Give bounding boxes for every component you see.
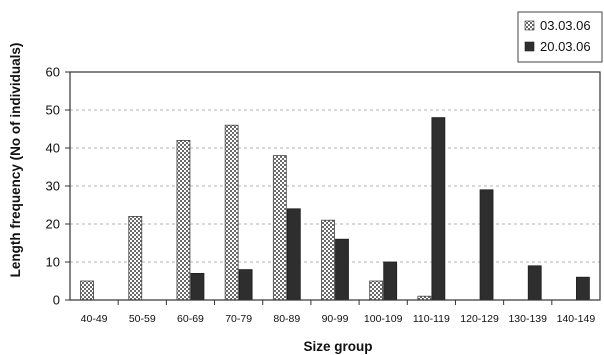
- legend-swatch-series-2: [524, 41, 535, 52]
- bar-series-2: [479, 189, 494, 301]
- x-tick-label: 40-49: [81, 313, 108, 325]
- x-tick-label: 130-139: [508, 313, 547, 325]
- legend-swatch-series-1: [524, 20, 535, 31]
- bar-series-1: [369, 280, 384, 301]
- y-tick-label: 40: [46, 141, 60, 156]
- x-tick-label: 60-69: [177, 313, 204, 325]
- bar-series-2: [527, 265, 542, 301]
- y-axis-title: Length frequency (No of individuals): [8, 43, 23, 278]
- y-tick-label: 0: [53, 293, 60, 308]
- bar-series-2: [576, 276, 590, 301]
- legend: 03.03.06 20.03.06: [517, 11, 603, 63]
- bar-series-1: [176, 139, 191, 301]
- y-tick-label: 10: [46, 255, 60, 270]
- x-tick-label: 110-119: [413, 313, 450, 325]
- x-tick-label: 100-109: [364, 313, 403, 325]
- bar-series-1: [128, 215, 143, 301]
- gridlines: [70, 109, 600, 263]
- y-tick-label: 20: [46, 217, 60, 232]
- bar-series-1: [224, 124, 239, 301]
- y-tick-label: 30: [46, 179, 60, 194]
- bar-series-2: [286, 208, 301, 301]
- y-tick-label: 60: [46, 65, 60, 80]
- bar-series-1: [80, 280, 94, 301]
- bar-series-2: [335, 238, 349, 301]
- bar-series-1: [321, 219, 335, 301]
- legend-label-series-2: 20.03.06: [540, 39, 591, 54]
- y-tick-label: 50: [46, 103, 60, 118]
- y-axis-ticks: 0 10 20 30 40 50 60: [46, 65, 70, 308]
- bar-series-2: [431, 117, 446, 301]
- x-tick-label: 120-129: [460, 313, 499, 325]
- bar-series-2: [238, 269, 253, 301]
- bar-series-1: [272, 155, 287, 301]
- x-tick-label: 50-59: [129, 313, 156, 325]
- bar-series-2: [383, 261, 398, 301]
- x-tick-label: 90-99: [322, 313, 349, 325]
- legend-label-series-1: 03.03.06: [540, 18, 591, 33]
- x-axis-title: Size group: [303, 339, 372, 354]
- plot-frame: [69, 71, 601, 301]
- x-tick-label: 70-79: [225, 313, 252, 325]
- x-axis-ticks: 40-49 50-59 60-69 70-79 80-89 90-99 100-109 110…: [81, 300, 596, 325]
- x-tick-label: 140-149: [557, 313, 596, 325]
- x-tick-label: 80-89: [273, 313, 300, 325]
- legend-box: [517, 11, 603, 63]
- bar-series-2: [190, 272, 205, 301]
- bars: [80, 117, 590, 301]
